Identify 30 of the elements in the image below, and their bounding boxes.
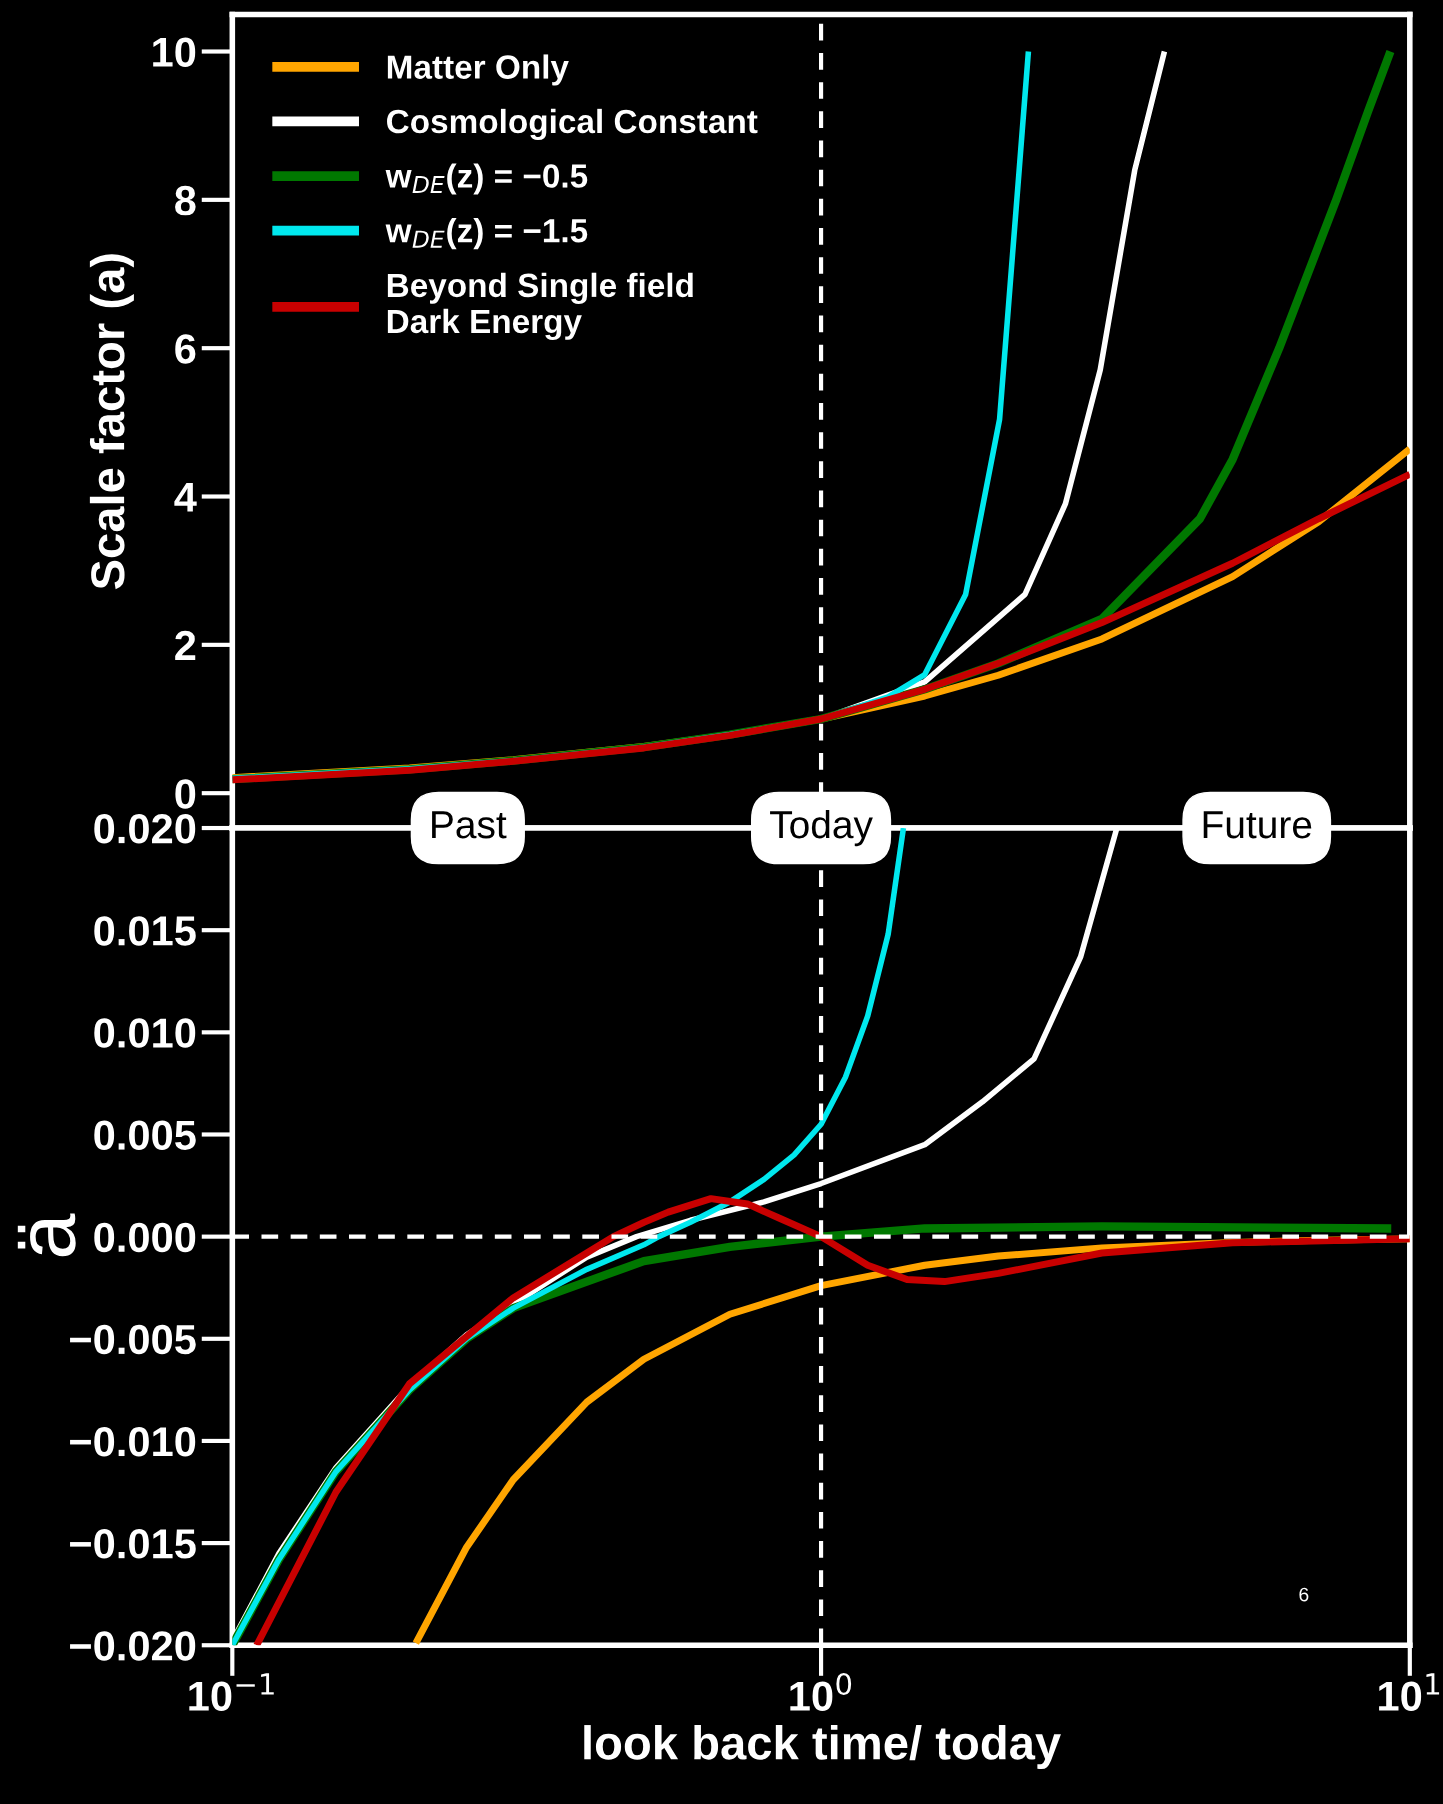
y-tick-label: 8 xyxy=(175,185,196,216)
y-tick-label: 2 xyxy=(175,630,196,660)
y-tick-label: 6 xyxy=(175,334,196,364)
y-tick-label: 0.015 xyxy=(94,916,196,946)
y-tick-label: 0.020 xyxy=(94,814,196,844)
legend-label: Matter Only xyxy=(387,54,569,86)
legend-label: w$_{DE}$(z) = −0.5 xyxy=(385,163,588,195)
legend-label: w$_{DE}$(z) = −1.5 xyxy=(385,218,588,250)
annotation: Future xyxy=(1203,811,1312,839)
y-tick-label: 0 xyxy=(175,779,196,809)
y-tick-label: 0.000 xyxy=(94,1222,196,1253)
legend-label: Beyond Single field Dark Energy xyxy=(387,272,693,340)
y-tick-label: −0.020 xyxy=(70,1631,196,1661)
annotation: Past xyxy=(432,811,507,839)
y-axis-title: Scale factor (a) xyxy=(89,254,134,590)
annotation: 6 xyxy=(1299,1587,1309,1602)
x-tick-label: 10$^{−1}$ xyxy=(189,1673,274,1711)
y-axis-title: ä xyxy=(17,1213,76,1257)
y-tick-label: −0.015 xyxy=(70,1529,196,1559)
y-tick-label: −0.010 xyxy=(70,1426,196,1457)
x-tick-label: 10$^{0}$ xyxy=(790,1672,852,1711)
legend-label: Cosmological Constant xyxy=(387,108,758,141)
y-tick-label: 0.005 xyxy=(94,1120,196,1150)
y-tick-label: 10 xyxy=(153,37,196,68)
y-tick-label: 4 xyxy=(174,482,197,512)
y-tick-label: −0.005 xyxy=(70,1324,196,1355)
x-axis-title: look back time/ today xyxy=(584,1725,1061,1770)
annotation: Today xyxy=(770,809,873,847)
x-tick-label: 10$^{1}$ xyxy=(1379,1673,1440,1711)
y-tick-label: 0.010 xyxy=(94,1018,196,1048)
